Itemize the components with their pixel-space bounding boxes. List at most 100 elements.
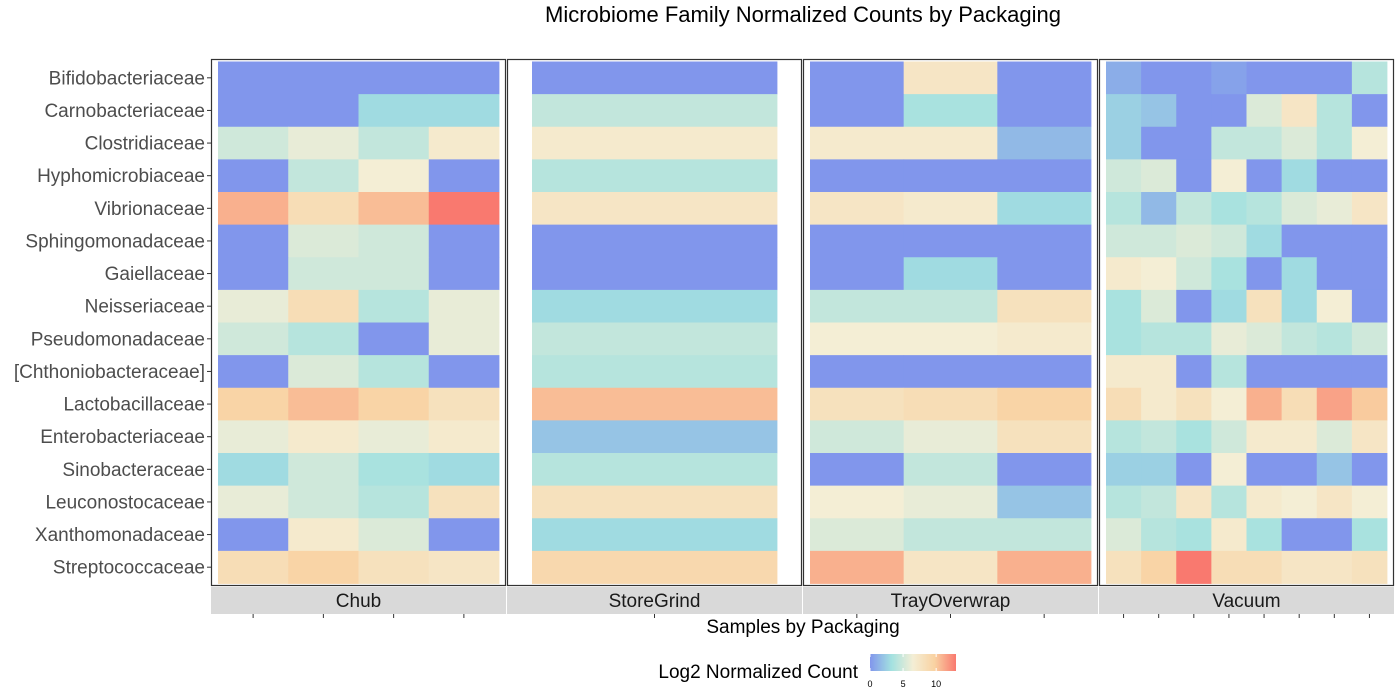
heatmap-cell (1316, 192, 1353, 226)
heatmap-cell (1246, 224, 1283, 258)
facet-strip (1099, 587, 1394, 614)
heatmap-cell (1316, 289, 1353, 323)
heatmap-cell (1141, 387, 1177, 421)
heatmap-cell (1281, 485, 1318, 519)
heatmap-cell (1246, 61, 1283, 95)
heatmap-cell (218, 61, 289, 95)
y-tick-label: Neisseriaceae (85, 297, 205, 318)
heatmap-cell (428, 126, 500, 160)
heatmap-cell (288, 94, 359, 128)
color-legend: Log2 Normalized Count 0 5 10 (658, 654, 956, 689)
heatmap-cell (532, 420, 778, 454)
heatmap-cell (903, 485, 998, 519)
heatmap-cell (1176, 550, 1212, 584)
heatmap-cell (1176, 289, 1212, 323)
heatmap-cell (532, 224, 778, 258)
heatmap-cell (218, 387, 289, 421)
heatmap-cell (1106, 257, 1142, 291)
facet-panel: Chub (210, 58, 507, 618)
heatmap-cell (1316, 224, 1353, 258)
heatmap-cell (903, 453, 998, 487)
heatmap-cell (428, 518, 500, 552)
heatmap-cell (532, 322, 778, 356)
heatmap-cell (810, 257, 905, 291)
y-tick-label: Bifidobacteriaceae (49, 68, 205, 89)
heatmap-cell (428, 420, 500, 454)
heatmap-cell (288, 61, 359, 95)
legend-title: Log2 Normalized Count (658, 662, 858, 683)
heatmap-cell (903, 159, 998, 193)
heatmap-cell (532, 159, 778, 193)
heatmap-cell (1141, 453, 1177, 487)
facet-panel: Vacuum (1098, 58, 1395, 618)
heatmap-cell (1281, 518, 1318, 552)
heatmap-cell (903, 550, 998, 584)
heatmap-cell (1246, 159, 1283, 193)
heatmap-cell (428, 94, 500, 128)
heatmap-cell (1246, 94, 1283, 128)
facet-strip-label: Vacuum (1212, 591, 1280, 612)
y-tick-label: Vibrionaceae (94, 199, 205, 220)
heatmap-cell (1106, 61, 1142, 95)
heatmap-cell (997, 94, 1092, 128)
heatmap-cell (1106, 192, 1142, 226)
heatmap-cell (1246, 420, 1283, 454)
heatmap-cell (1351, 322, 1388, 356)
heatmap-cell (1106, 420, 1142, 454)
heatmap-cell (1176, 322, 1212, 356)
heatmap-cell (218, 485, 289, 519)
heatmap-cell (1141, 518, 1177, 552)
heatmap-cell (358, 61, 430, 95)
y-tick-label: Carnobacteriaceae (44, 101, 205, 122)
heatmap-cell (810, 224, 905, 258)
heatmap-cell (1141, 322, 1177, 356)
heatmap-cell (358, 355, 430, 389)
heatmap-cell (1351, 257, 1388, 291)
heatmap-cell (997, 550, 1092, 584)
heatmap-cell (288, 518, 359, 552)
heatmap-cell (1281, 126, 1318, 160)
heatmap-cell (903, 289, 998, 323)
heatmap-cell (810, 289, 905, 323)
heatmap-cell (810, 420, 905, 454)
heatmap-cell (358, 257, 430, 291)
heatmap-cell (810, 518, 905, 552)
heatmap-cell (358, 322, 430, 356)
heatmap-cell (358, 192, 430, 226)
heatmap-cell (532, 485, 778, 519)
y-tick-label: Pseudomonadaceae (31, 329, 205, 350)
heatmap-cell (1281, 355, 1318, 389)
heatmap-cell (997, 257, 1092, 291)
heatmap-cell (428, 387, 500, 421)
heatmap-cell (1316, 126, 1353, 160)
heatmap-cell (358, 420, 430, 454)
heatmap-cell (997, 453, 1092, 487)
legend-tick-label: 5 (901, 679, 906, 689)
heatmap-cell (1176, 420, 1212, 454)
y-tick-label: Xanthomonadaceae (35, 525, 205, 546)
heatmap-cell (1211, 126, 1247, 160)
heatmap-cell (1176, 518, 1212, 552)
heatmap-cell (1141, 485, 1177, 519)
heatmap-cell (1211, 192, 1247, 226)
heatmap-cell (903, 94, 998, 128)
heatmap-cell (288, 453, 359, 487)
facet-panel: TrayOverwrap (802, 58, 1099, 618)
heatmap-cell (288, 355, 359, 389)
heatmap-cell (1176, 61, 1212, 95)
heatmap-cell (810, 159, 905, 193)
heatmap-cell (532, 453, 778, 487)
heatmap-cell (288, 420, 359, 454)
facet-panels: Chub StoreGrind TrayOverwrap Vacuum (210, 58, 1395, 618)
heatmap-cell (1141, 355, 1177, 389)
heatmap-cell (810, 387, 905, 421)
heatmap-cell (903, 420, 998, 454)
heatmap-cell (358, 485, 430, 519)
y-tick-label: Lactobacillaceae (63, 395, 205, 416)
heatmap-cell (810, 453, 905, 487)
heatmap-cell (428, 159, 500, 193)
heatmap-cell (903, 192, 998, 226)
y-axis-labels: Bifidobacteriaceae Carnobacteriaceae Clost… (14, 68, 211, 579)
heatmap-cell (1211, 224, 1247, 258)
heatmap-cell (288, 257, 359, 291)
